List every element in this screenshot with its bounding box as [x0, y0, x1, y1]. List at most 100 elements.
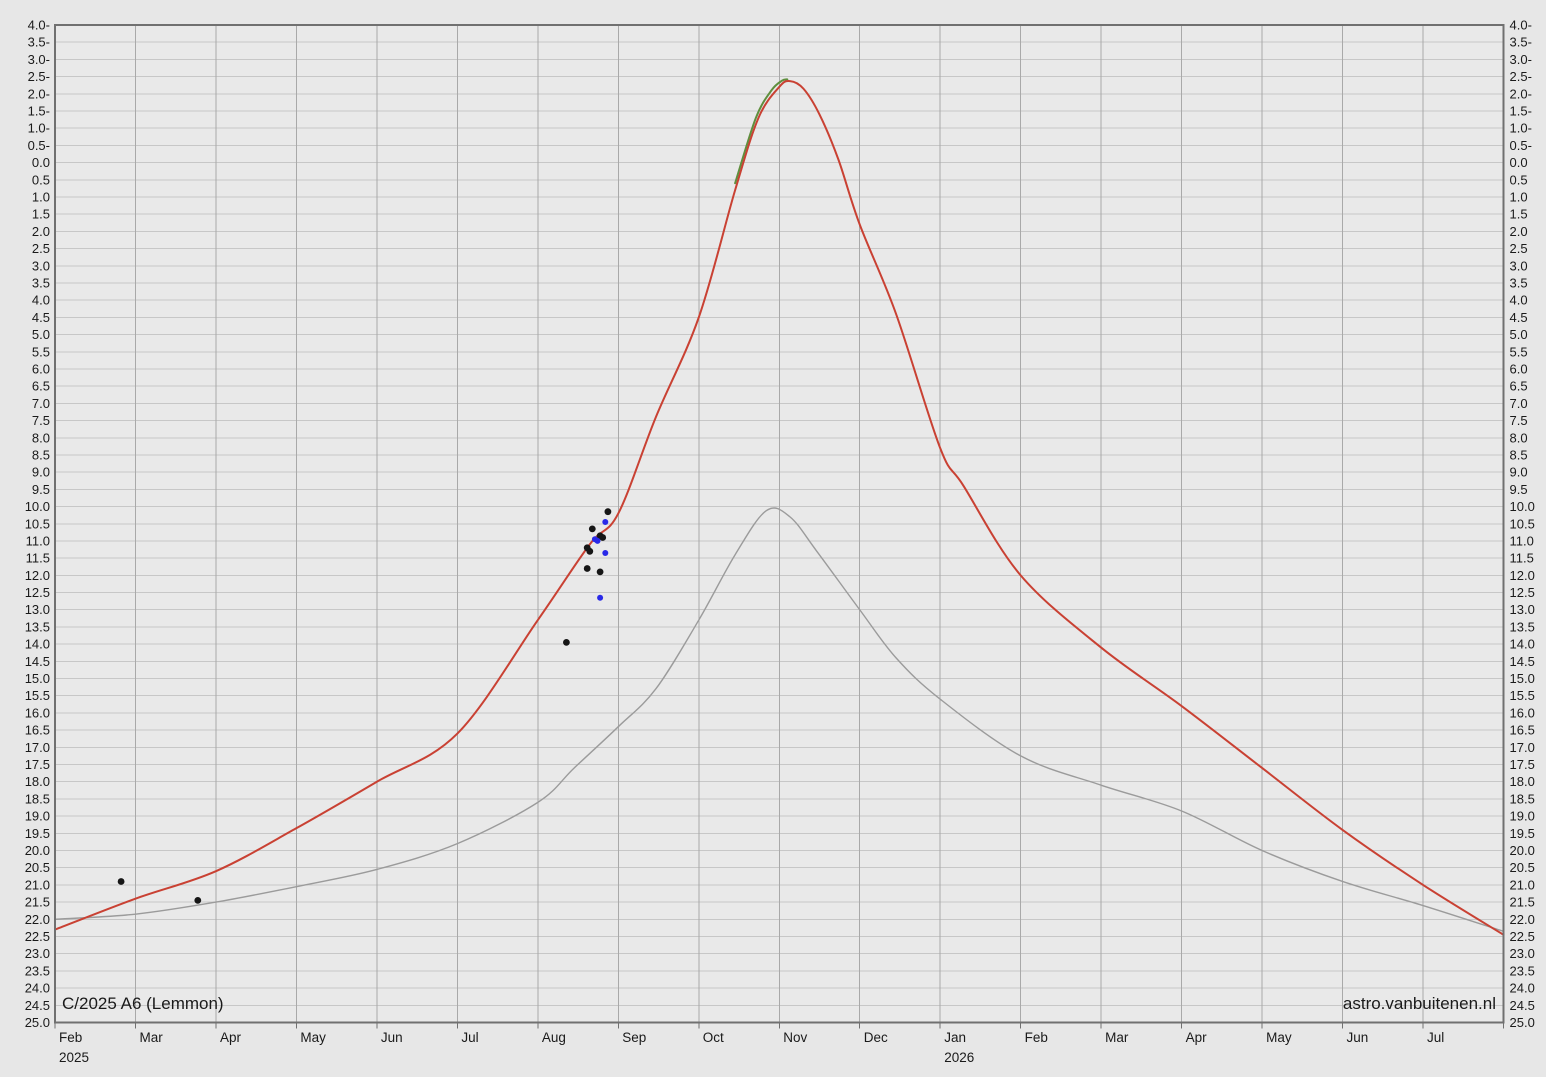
y-tick-label-right: 4.5 [1510, 310, 1528, 325]
y-tick-label-right: 3.0- [1510, 52, 1532, 67]
observation-point [588, 525, 596, 533]
y-tick-label-left: 0.5 [32, 172, 50, 187]
y-tick-label-right: 0.5- [1510, 138, 1532, 153]
observation-point [599, 534, 607, 541]
y-tick-label-right: 25.0 [1510, 1015, 1535, 1030]
month-label: Apr [1186, 1030, 1208, 1045]
y-tick-label-right: 2.0- [1510, 86, 1532, 101]
y-tick-label-left: 11.5 [26, 551, 50, 566]
y-tick-label-right: 13.0 [1510, 602, 1535, 617]
observation-point [117, 878, 125, 885]
month-label: Jan [944, 1030, 966, 1045]
y-tick-label-left: 11.0 [26, 533, 50, 548]
month-label: Feb [1025, 1030, 1048, 1045]
y-tick-label-left: 7.5 [32, 413, 50, 428]
y-tick-label-left: 4.5 [32, 310, 50, 325]
y-tick-label-right: 18.0 [1510, 774, 1535, 789]
y-tick-label-right: 22.0 [1510, 912, 1535, 927]
y-tick-label-right: 16.5 [1510, 723, 1535, 738]
month-label: Aug [542, 1030, 566, 1045]
y-tick-label-left: 19.0 [25, 809, 50, 824]
observation-point [583, 565, 591, 572]
y-tick-label-right: 9.5 [1510, 482, 1528, 497]
y-tick-label-left: 3.5 [32, 275, 50, 290]
month-label: May [300, 1030, 326, 1045]
y-tick-label-left: 2.5- [28, 69, 50, 84]
y-tick-label-left: 18.0 [25, 774, 50, 789]
y-tick-label-left: 20.0 [25, 843, 50, 858]
y-tick-label-right: 5.0 [1510, 327, 1528, 342]
y-tick-label-right: 23.5 [1510, 963, 1535, 978]
y-tick-label-right: 24.0 [1510, 981, 1535, 996]
y-tick-label-left: 22.5 [25, 929, 50, 944]
y-tick-label-right: 15.5 [1510, 688, 1535, 703]
y-tick-label-left: 24.0 [25, 981, 50, 996]
y-tick-label-right: 20.0 [1510, 843, 1535, 858]
y-tick-label-right: 7.0 [1510, 396, 1528, 411]
month-label: Feb [59, 1030, 82, 1045]
y-tick-label-left: 2.5 [32, 241, 50, 256]
y-tick-label-right: 9.0 [1510, 465, 1528, 480]
y-tick-label-left: 1.0 [32, 189, 50, 204]
y-tick-label-left: 3.5- [28, 35, 50, 50]
observation-point [596, 568, 604, 576]
y-tick-label-right: 3.5 [1510, 275, 1528, 290]
y-tick-label-left: 16.0 [25, 705, 50, 720]
y-tick-label-left: 0.5- [28, 138, 50, 153]
y-axis-labels: 4.0- 4.0- 3.5- 3.5- 3.0- 3.0- 2.5- 2.5- 2.0- 2.0-… [25, 18, 1535, 1031]
month-label: Oct [703, 1030, 724, 1045]
y-tick-label-right: 0.0 [1510, 155, 1528, 170]
y-tick-label-left: 12.5 [25, 585, 50, 600]
y-tick-label-right: 8.0 [1510, 430, 1528, 445]
y-tick-label-right: 10.5 [1510, 516, 1535, 531]
y-tick-label-left: 6.0 [32, 361, 50, 376]
y-tick-label-right: 2.0 [1510, 224, 1528, 239]
y-tick-label-left: 12.0 [25, 568, 50, 583]
y-tick-label-right: 24.5 [1510, 998, 1535, 1013]
x-axis-ticks [54, 1022, 1504, 1029]
observation-point [602, 519, 609, 525]
y-tick-label-right: 20.5 [1510, 860, 1535, 875]
y-tick-label-right: 1.0 [1510, 189, 1528, 204]
y-tick-label-left: 9.5 [32, 482, 50, 497]
y-tick-label-right: 5.5 [1510, 344, 1528, 359]
y-tick-label-left: 19.5 [25, 826, 50, 841]
month-label: Mar [1105, 1030, 1129, 1045]
y-tick-label-right: 2.5- [1510, 69, 1532, 84]
prediction-alt-curve [734, 78, 789, 185]
y-tick-label-left: 5.5 [32, 344, 50, 359]
y-tick-label-right: 11.5 [1510, 551, 1534, 566]
y-tick-label-left: 17.0 [25, 740, 50, 755]
chart-title: C/2025 A6 (Lemmon) [62, 994, 224, 1013]
month-label: Jun [381, 1030, 403, 1045]
y-tick-label-right: 3.0 [1510, 258, 1528, 273]
y-tick-label-right: 1.5 [1510, 207, 1528, 222]
y-tick-label-left: 14.0 [25, 637, 50, 652]
y-tick-label-right: 19.5 [1510, 826, 1535, 841]
y-tick-label-left: 23.5 [25, 963, 50, 978]
y-tick-label-right: 11.0 [1510, 533, 1534, 548]
y-tick-label-left: 4.0 [32, 293, 50, 308]
y-tick-label-right: 16.0 [1510, 705, 1535, 720]
y-tick-label-left: 2.0- [28, 86, 50, 101]
observation-point [604, 508, 612, 516]
y-tick-label-left: 25.0 [25, 1015, 50, 1030]
y-tick-label-right: 12.5 [1510, 585, 1535, 600]
y-tick-label-left: 3.0- [28, 52, 50, 67]
observation-point [586, 547, 594, 555]
grid-vertical-lines [134, 25, 1424, 1023]
y-tick-label-right: 17.0 [1510, 740, 1535, 755]
month-label: Dec [864, 1030, 888, 1045]
y-tick-label-left: 1.5 [32, 207, 50, 222]
y-tick-label-right: 3.5- [1510, 35, 1532, 50]
month-label: May [1266, 1030, 1292, 1045]
y-tick-label-left: 13.0 [25, 602, 50, 617]
y-tick-label-right: 8.5 [1510, 447, 1528, 462]
y-tick-label-right: 1.5- [1510, 103, 1532, 118]
month-label: Nov [783, 1030, 807, 1045]
month-label: Apr [220, 1030, 242, 1045]
y-tick-label-right: 6.0 [1510, 361, 1528, 376]
y-tick-label-left: 0.0 [32, 155, 50, 170]
